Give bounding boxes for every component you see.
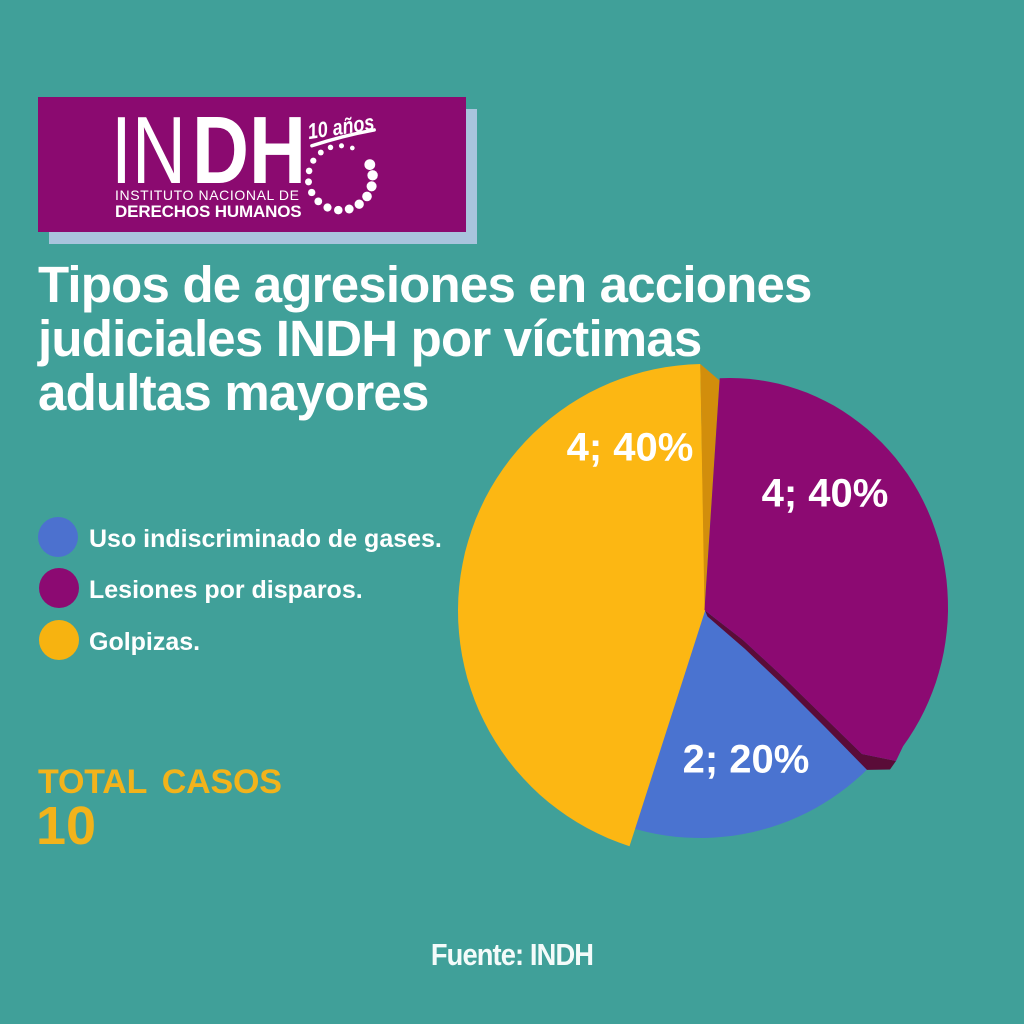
svg-text:DH: DH <box>192 97 306 204</box>
svg-text:IN: IN <box>111 97 186 204</box>
